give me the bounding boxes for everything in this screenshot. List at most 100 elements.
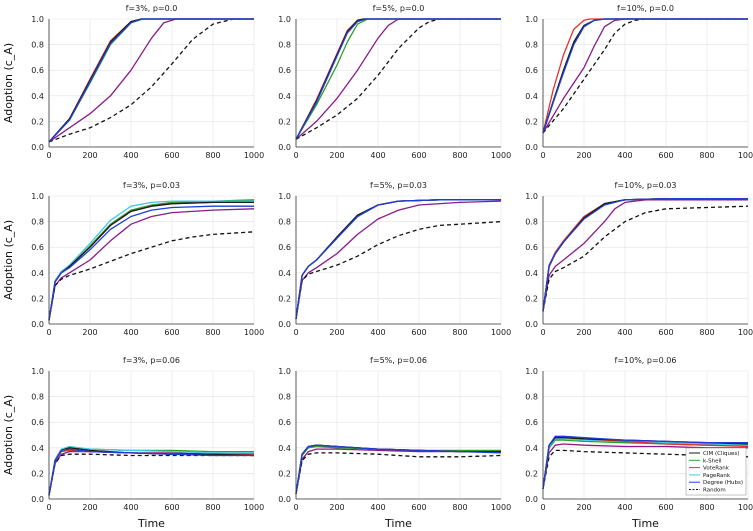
series-line — [49, 201, 254, 320]
y-tick-label: 0.8 — [278, 41, 291, 50]
y-tick-label: 0.0 — [278, 495, 291, 504]
panel-title: f=3%, p=0.06 — [123, 356, 180, 365]
x-axis-label: Time — [137, 517, 165, 530]
x-tick-label: 1000 — [244, 151, 264, 160]
y-tick-label: 0.8 — [31, 393, 44, 402]
legend-label: PageRank — [703, 473, 731, 479]
x-tick-label: 0 — [46, 503, 51, 512]
y-tick-label: 0.0 — [525, 143, 538, 152]
figure: 0 200 400 600 800 1000 0.0 0.2 0.4 0.6 0.8 1.0 f=3%,… — [0, 0, 753, 531]
series-line — [543, 19, 748, 133]
x-tick-label: 200 — [576, 503, 591, 512]
panel: 0 200 400 600 800 1000 0.0 0.2 0.4 0.6 0.8 1.0 f=3%,… — [2, 356, 264, 530]
x-tick-label: 600 — [658, 328, 673, 337]
y-tick-label: 0.2 — [278, 294, 291, 303]
y-tick-label: 0.2 — [525, 117, 538, 126]
x-tick-label: 200 — [329, 151, 344, 160]
y-tick-label: 0.2 — [31, 294, 44, 303]
y-tick-label: 0.2 — [31, 469, 44, 478]
legend-label: k-Shell — [703, 458, 722, 464]
y-tick-label: 0.0 — [525, 320, 538, 329]
y-tick-label: 0.2 — [525, 294, 538, 303]
legend: CIM (Cliques)k-Shell VoteRankPageRankDegr… — [686, 448, 746, 495]
legend-label: Degree (Hubs) — [703, 480, 743, 486]
panel-title: f=10%, p=0.06 — [615, 356, 677, 365]
y-tick-label: 0.4 — [31, 444, 44, 453]
panel-title: f=3%, p=0.0 — [126, 4, 178, 13]
series-line — [49, 200, 254, 320]
y-tick-label: 1.0 — [278, 192, 291, 201]
series-line — [543, 19, 748, 133]
series-line — [49, 454, 254, 495]
y-tick-label: 0.8 — [525, 41, 538, 50]
y-tick-label: 1.0 — [525, 15, 538, 24]
series-line — [543, 199, 748, 312]
panel-title: f=3%, p=0.03 — [123, 181, 180, 190]
y-tick-label: 0.4 — [278, 444, 291, 453]
x-tick-label: 1000 — [491, 503, 511, 512]
series-line — [296, 222, 501, 319]
series-line — [49, 232, 254, 320]
x-tick-label: 400 — [617, 503, 632, 512]
x-tick-label: 200 — [82, 328, 97, 337]
panel-title: f=10%, p=0.0 — [617, 4, 674, 13]
series-line — [543, 19, 748, 133]
y-tick-label: 0.4 — [525, 444, 538, 453]
y-tick-label: 1.0 — [525, 192, 538, 201]
x-tick-label: 1000 — [244, 503, 264, 512]
x-tick-label: 800 — [205, 151, 220, 160]
x-tick-label: 400 — [370, 151, 385, 160]
y-axis-label: Adoption (c_A) — [2, 220, 15, 300]
x-tick-label: 1000 — [491, 151, 511, 160]
y-axis-label: Adoption (c_A) — [2, 43, 15, 123]
x-tick-label: 400 — [123, 151, 138, 160]
y-tick-label: 0.8 — [525, 393, 538, 402]
y-tick-label: 0.6 — [525, 66, 538, 75]
legend-label: VoteRank — [703, 466, 730, 472]
y-tick-label: 0.0 — [31, 320, 44, 329]
series-line — [543, 200, 748, 311]
series-line — [296, 200, 501, 319]
series-line — [296, 447, 501, 494]
x-tick-label: 600 — [658, 503, 673, 512]
y-tick-label: 0.0 — [31, 143, 44, 152]
series-line — [49, 202, 254, 320]
x-tick-label: 600 — [411, 328, 426, 337]
x-axis-label: Time — [631, 517, 659, 530]
panel: 0 200 400 600 800 1000 0.0 0.2 0.4 0.6 0.8 1.0 f=10%… — [525, 4, 753, 160]
x-tick-label: 400 — [370, 503, 385, 512]
panel: 0 200 400 600 800 1000 0.0 0.2 0.4 0.6 0.8 1.0 f=3%,… — [2, 4, 264, 160]
x-tick-label: 600 — [411, 503, 426, 512]
x-tick-label: 0 — [540, 151, 545, 160]
x-tick-label: 1000 — [738, 503, 753, 512]
x-tick-label: 600 — [658, 151, 673, 160]
y-tick-label: 0.4 — [278, 92, 291, 101]
y-tick-label: 1.0 — [31, 367, 44, 376]
x-tick-label: 800 — [699, 151, 714, 160]
y-tick-label: 1.0 — [31, 192, 44, 201]
x-tick-label: 0 — [46, 151, 51, 160]
y-tick-label: 0.2 — [278, 469, 291, 478]
y-tick-label: 0.8 — [278, 393, 291, 402]
y-tick-label: 0.0 — [278, 143, 291, 152]
y-tick-label: 0.4 — [31, 269, 44, 278]
x-tick-label: 1000 — [491, 328, 511, 337]
x-tick-label: 0 — [293, 151, 298, 160]
x-tick-label: 200 — [82, 151, 97, 160]
x-tick-label: 0 — [46, 328, 51, 337]
x-tick-label: 0 — [540, 328, 545, 337]
x-tick-label: 0 — [293, 503, 298, 512]
x-tick-label: 800 — [452, 151, 467, 160]
x-tick-label: 400 — [617, 151, 632, 160]
y-tick-label: 0.4 — [31, 92, 44, 101]
x-tick-label: 800 — [699, 503, 714, 512]
x-tick-label: 800 — [205, 328, 220, 337]
x-tick-label: 400 — [123, 503, 138, 512]
series-line — [543, 19, 748, 133]
x-tick-label: 600 — [411, 151, 426, 160]
y-tick-label: 0.8 — [525, 218, 538, 227]
x-tick-label: 600 — [164, 328, 179, 337]
x-tick-label: 200 — [576, 151, 591, 160]
series-line — [543, 206, 748, 311]
legend-label: CIM (Cliques) — [703, 451, 739, 457]
